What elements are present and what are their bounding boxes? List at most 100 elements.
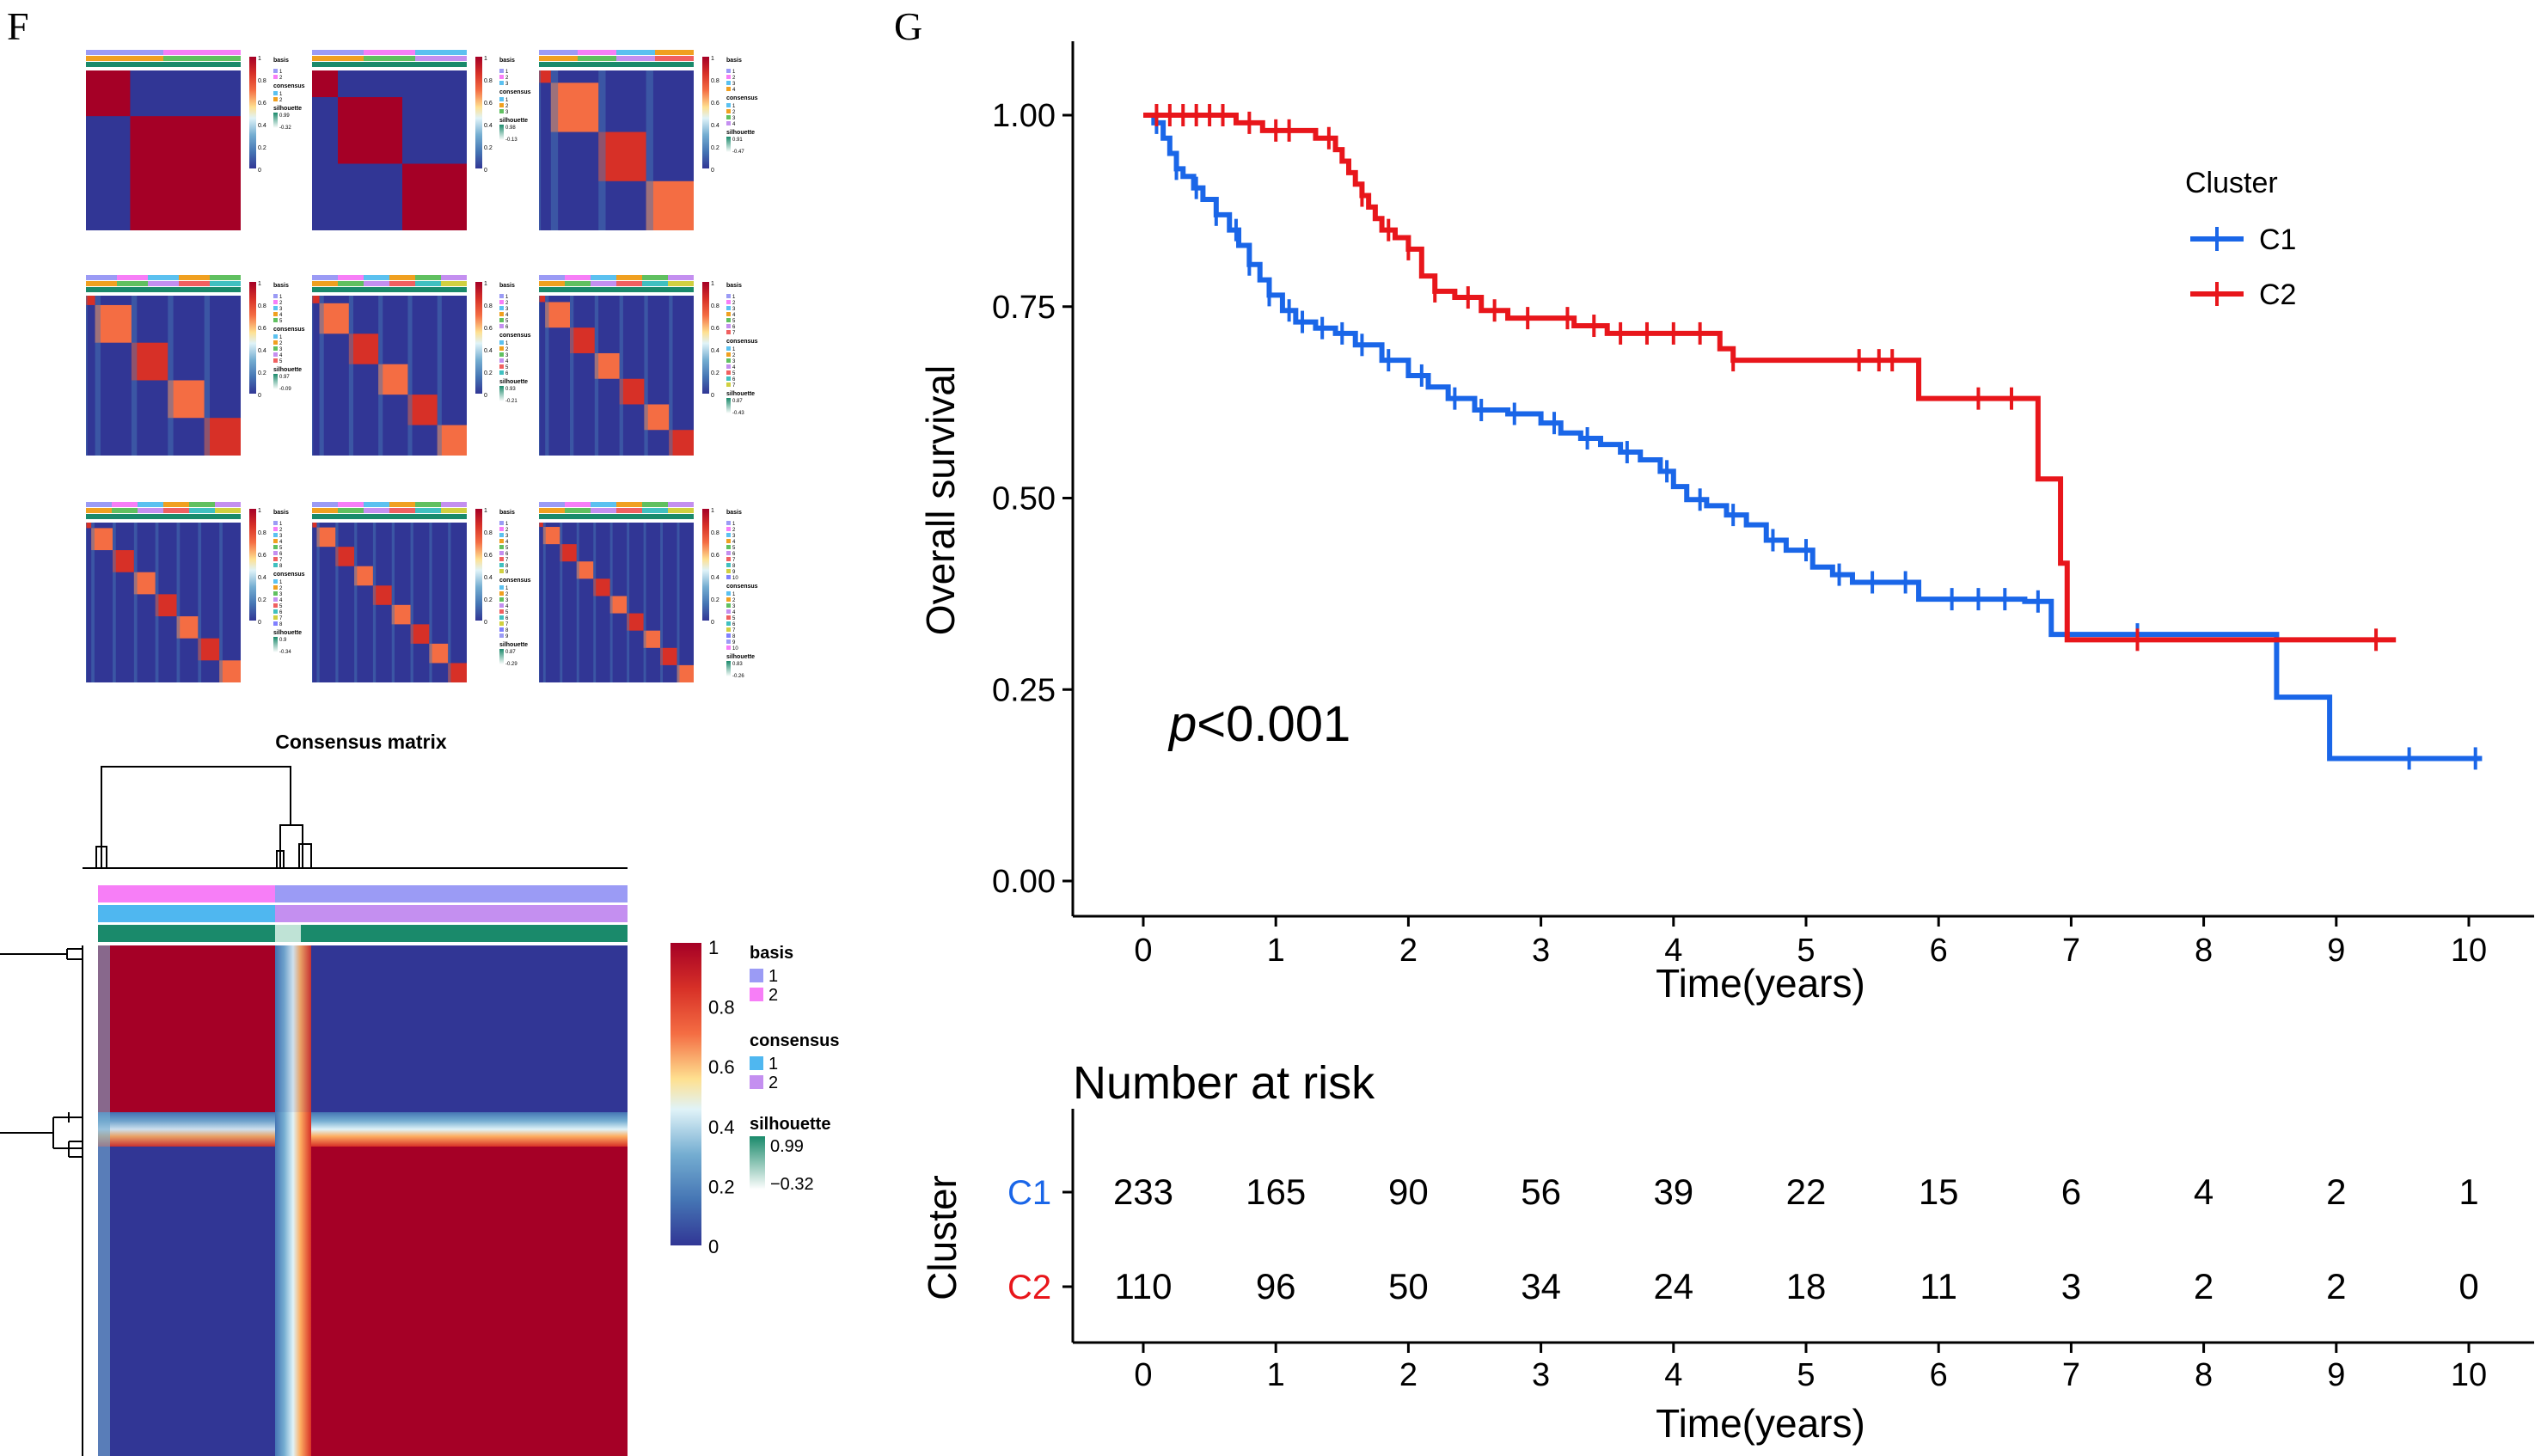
- mini-legend-swatch: [273, 300, 278, 304]
- risk-count-c1: 22: [1786, 1172, 1827, 1212]
- mini-annotation-bar: [210, 275, 241, 280]
- mini-heatmap-block: [391, 604, 411, 625]
- mini-annotation-bar: [364, 275, 389, 280]
- mini-annotation-bar: [138, 508, 163, 513]
- mini-heatmap-block: [609, 596, 628, 614]
- risk-count-c1: 6: [2061, 1172, 2081, 1212]
- basis-legend-label-2: 2: [768, 986, 778, 1005]
- mini-heatmap-block: [594, 352, 620, 379]
- mini-heatmap-stripe: [155, 523, 159, 682]
- mini-heatmap-stripe: [407, 296, 413, 456]
- mini-scale-label: 0: [484, 620, 487, 626]
- mini-heatmap-block: [176, 616, 199, 639]
- mini-legend-label: 7: [732, 383, 736, 388]
- mini-silhouette-min: -0.43: [732, 411, 744, 416]
- mini-annotation-bar: [591, 508, 616, 513]
- mini-legend-swatch: [499, 633, 504, 638]
- mini-legend-swatch: [499, 340, 504, 345]
- mini-legend-label: 5: [732, 546, 736, 551]
- mini-legend-label: 3: [505, 307, 509, 312]
- mini-scale-label: 1: [258, 508, 261, 514]
- risk-count-c2: 3: [2061, 1266, 2081, 1306]
- mini-legend-label: 9: [732, 640, 736, 645]
- mini-legend-swatch: [499, 75, 504, 79]
- consensus-legend-title: consensus: [750, 1031, 839, 1050]
- mini-legend-swatch: [726, 609, 731, 614]
- mini-annotation-bar: [415, 56, 467, 61]
- mini-annotation-bar: [364, 50, 415, 55]
- mini-annotation-bar: [163, 56, 241, 61]
- mini-legend-swatch: [726, 87, 731, 91]
- mini-annotation-bar: [364, 508, 389, 513]
- basis-legend-swatch-1: [750, 969, 763, 982]
- mini-heatmap-stripe: [378, 296, 383, 456]
- mini-legend-swatch: [499, 615, 504, 620]
- mini-legend-swatch: [726, 521, 731, 525]
- mini-legend-swatch: [273, 306, 278, 310]
- mini-heatmap-block: [312, 70, 338, 97]
- mini-annotation-bar: [364, 287, 389, 292]
- mini-legend-label: 4: [732, 88, 736, 93]
- km-x-tick-label: 10: [2451, 933, 2487, 969]
- mini-scale-label: 0.4: [484, 348, 493, 354]
- mini-silhouette-max: 0.9: [279, 638, 287, 643]
- mini-heatmap-block: [402, 163, 467, 230]
- heatmap-transition-h: [98, 1112, 275, 1147]
- mini-silhouette-title: silhouette: [499, 118, 528, 124]
- mini-silhouette-min: -0.47: [732, 150, 744, 155]
- mini-annotation-bar: [148, 281, 179, 286]
- mini-legend-label: 3: [505, 353, 509, 358]
- mini-heatmap-block: [198, 638, 220, 661]
- mini-annotation-bar: [138, 514, 163, 519]
- mini-heatmap-stripe: [646, 70, 653, 230]
- mini-legend-label: 1: [279, 522, 283, 527]
- mini-legend-swatch: [726, 645, 731, 650]
- mini-heatmap-block: [410, 624, 430, 644]
- mini-heatmap-block: [646, 180, 694, 230]
- p-value-rest: <0.001: [1197, 696, 1350, 752]
- mini-heatmap-block: [319, 303, 349, 334]
- mini-legend-swatch: [273, 557, 278, 561]
- mini-annotation-bar: [415, 502, 441, 507]
- mini-heatmap-stripe: [198, 523, 202, 682]
- mini-legend-swatch: [273, 312, 278, 316]
- mini-silhouette-title: silhouette: [726, 130, 755, 136]
- mini-heatmap-stripe: [545, 296, 549, 456]
- mini-silhouette-scale: [273, 637, 278, 652]
- mini-annotation-bar: [215, 508, 241, 513]
- mini-legend-label: 4: [505, 313, 509, 318]
- mini-consensus-title: consensus: [499, 89, 531, 95]
- km-legend: Cluster C1 C2: [2185, 167, 2296, 311]
- mini-annotation-bar: [591, 281, 616, 286]
- mini-annotation-bar: [338, 502, 364, 507]
- mini-heatmap-stripe: [319, 296, 324, 456]
- mini-annotation-bar: [591, 502, 616, 507]
- mini-legend-swatch: [499, 312, 504, 316]
- mini-legend-label: 4: [732, 313, 736, 318]
- mini-legend-swatch: [726, 382, 731, 387]
- mini-legend-label: 1: [732, 295, 736, 300]
- mini-heatmap-stripe: [86, 523, 87, 682]
- mini-heatmap-block: [643, 630, 661, 648]
- mini-legend-swatch: [726, 312, 731, 316]
- mini-legend-label: 1: [732, 347, 736, 352]
- mini-heatmap-stripe: [410, 523, 413, 682]
- mini-heatmap-stripe: [677, 523, 680, 682]
- mini-legend-label: 6: [732, 622, 736, 627]
- mini-heatmap-block: [86, 523, 92, 529]
- mini-annotation-bar: [565, 514, 591, 519]
- mini-annotation-bar: [148, 275, 179, 280]
- mini-legend-label: 2: [505, 347, 509, 352]
- mini-heatmap-block: [407, 395, 438, 425]
- mini-heatmap-block: [560, 544, 577, 562]
- mini-scale-label: 0.6: [258, 553, 266, 559]
- mini-heatmap-block: [133, 572, 156, 595]
- mini-scale-label: 0.6: [484, 101, 493, 107]
- risk-count-c1: 39: [1653, 1172, 1693, 1212]
- mini-legend-swatch: [273, 75, 278, 79]
- mini-legend-label: 10: [732, 576, 738, 581]
- mini-heatmap-block: [576, 561, 594, 579]
- mini-legend-swatch: [499, 306, 504, 310]
- mini-scale-label: 0.6: [258, 326, 266, 332]
- mini-legend-swatch: [726, 103, 731, 107]
